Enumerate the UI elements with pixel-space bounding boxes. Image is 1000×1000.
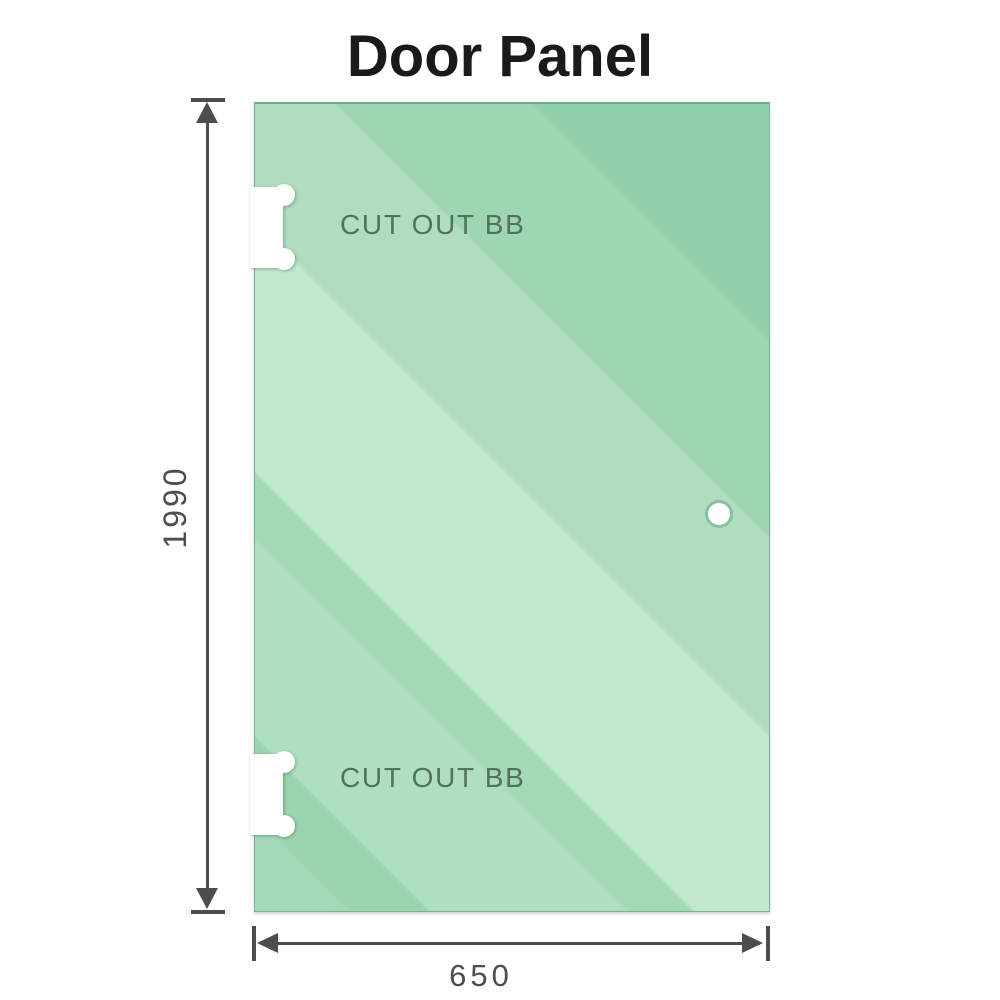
handle-hole <box>705 500 733 528</box>
arrow-right-icon <box>742 933 763 953</box>
door-panel-glass <box>254 102 770 912</box>
width-dimension-label: 650 <box>449 958 513 993</box>
height-dimension-line <box>206 110 209 892</box>
cutout-label-top: CUT OUT BB <box>340 209 526 240</box>
height-dimension-label: 1990 <box>157 465 193 549</box>
cutout-label-bottom: CUT OUT BB <box>340 762 526 793</box>
width-dimension-left-cap <box>252 926 256 961</box>
hinge-cutout-top <box>250 184 295 270</box>
height-dimension-top-cap <box>191 98 225 102</box>
arrow-down-icon <box>196 888 218 909</box>
width-dimension-right-cap <box>766 926 770 961</box>
height-dimension-bottom-cap <box>191 910 225 914</box>
width-dimension-line <box>262 942 760 945</box>
page-title: Door Panel <box>346 24 654 89</box>
hinge-cutout-bottom <box>250 751 295 837</box>
